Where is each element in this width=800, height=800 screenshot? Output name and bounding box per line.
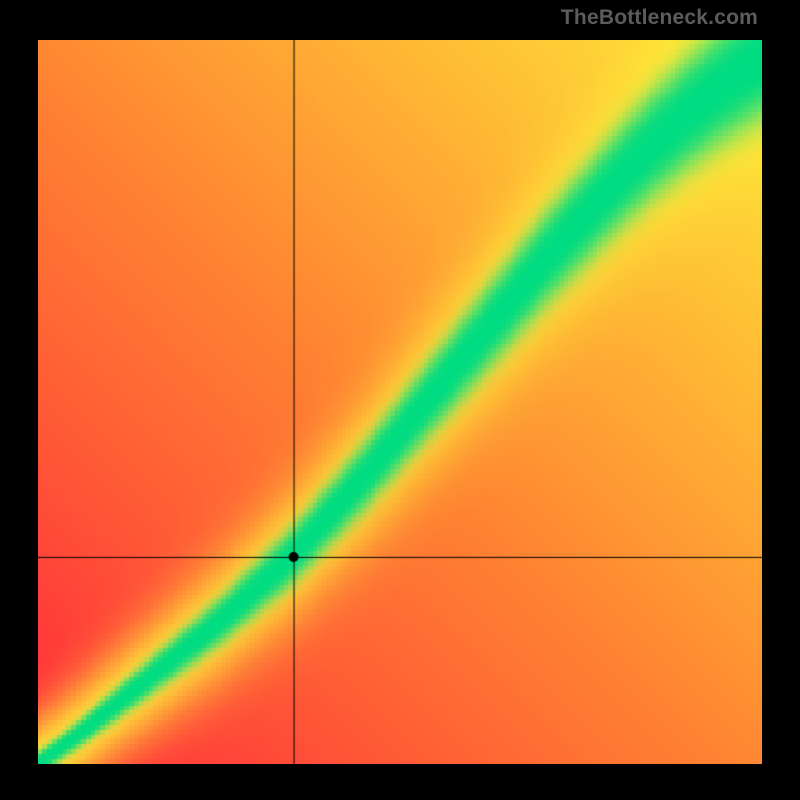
chart-container: TheBottleneck.com: [0, 0, 800, 800]
watermark-text: TheBottleneck.com: [561, 6, 758, 30]
heatmap-canvas: [38, 40, 762, 764]
heatmap-plot: [38, 40, 762, 764]
